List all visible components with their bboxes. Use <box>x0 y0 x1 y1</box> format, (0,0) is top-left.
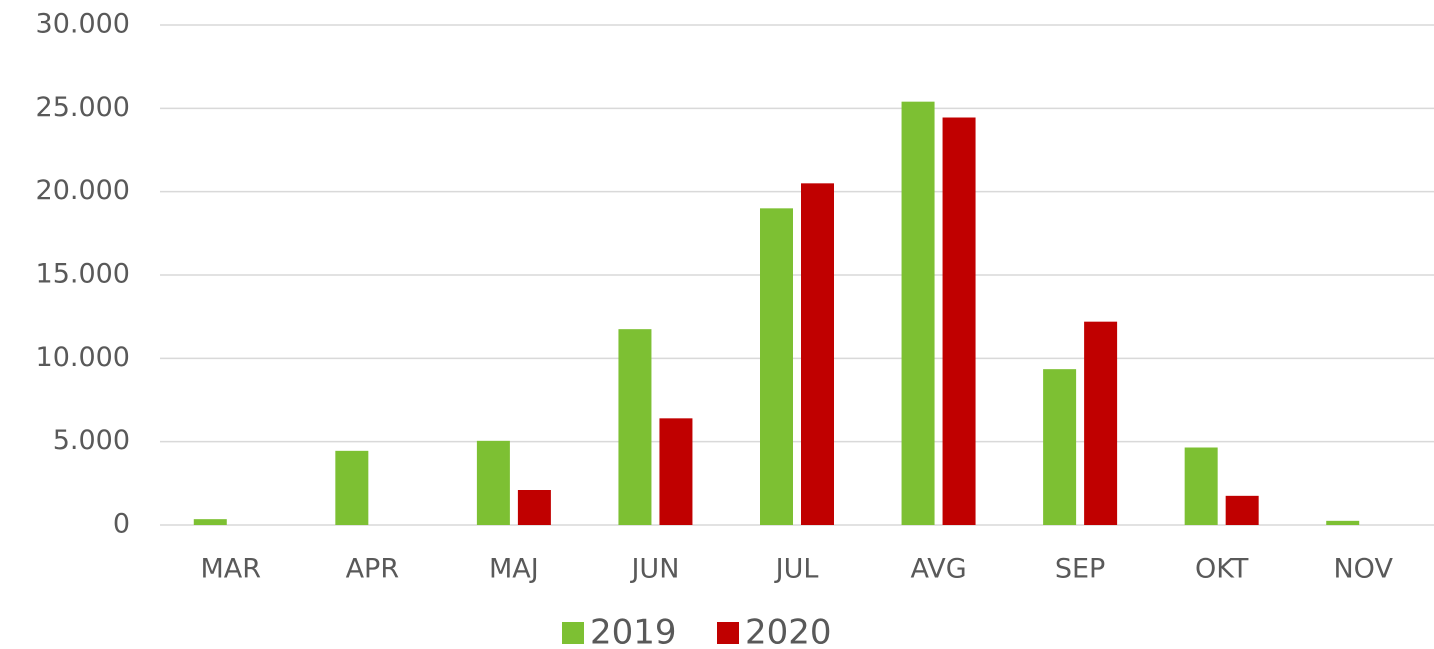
bar <box>1084 321 1118 525</box>
y-tick-label: 0 <box>113 509 130 540</box>
bar <box>1225 495 1259 525</box>
x-tick-label: MAJ <box>489 554 539 585</box>
legend-swatch <box>717 622 739 644</box>
y-tick-label: 30.000 <box>36 9 130 40</box>
bar <box>476 440 510 525</box>
bar <box>1043 369 1077 525</box>
bar <box>1326 520 1360 525</box>
x-tick-label: SEP <box>1055 554 1105 585</box>
x-tick-label: NOV <box>1333 554 1393 585</box>
bar <box>517 490 551 525</box>
bar <box>760 208 793 526</box>
bar <box>801 183 834 526</box>
y-tick-label: 5.000 <box>53 425 130 456</box>
x-tick-label: APR <box>346 554 400 585</box>
bar <box>1184 447 1218 525</box>
x-tick-label: JUL <box>774 554 819 585</box>
bar <box>942 117 976 525</box>
bar <box>901 101 935 526</box>
bar <box>193 519 227 525</box>
y-tick-label: 20.000 <box>36 175 130 206</box>
bar <box>618 329 652 525</box>
legend-label: 2019 <box>590 613 677 649</box>
y-tick-label: 10.000 <box>36 342 130 373</box>
x-tick-label: JUN <box>629 554 679 585</box>
y-tick-label: 25.000 <box>36 92 130 123</box>
bar <box>335 450 369 525</box>
bar <box>659 418 693 525</box>
legend-label: 2020 <box>745 613 832 649</box>
x-tick-label: AVG <box>910 554 966 585</box>
legend-swatch <box>562 622 584 644</box>
x-tick-label: MAR <box>201 554 262 585</box>
y-tick-label: 15.000 <box>36 259 130 290</box>
x-tick-label: OKT <box>1195 554 1249 585</box>
